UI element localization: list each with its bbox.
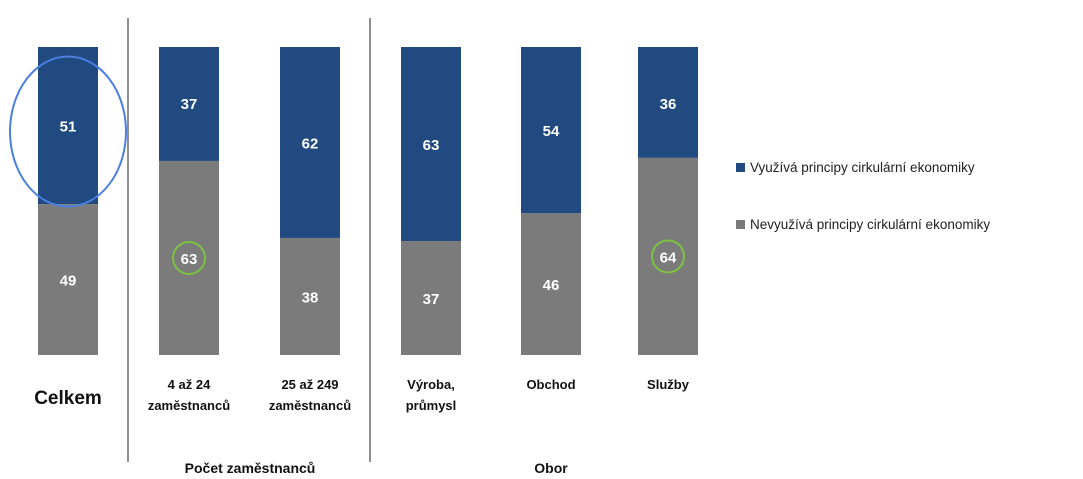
value-label-uses: 36 <box>660 96 677 113</box>
highlight-circle <box>651 239 685 274</box>
bar-segment-not-uses <box>401 241 461 355</box>
value-label-not-uses: 37 <box>423 291 440 308</box>
category-labels: Celkem 4 až 24 zaměstnanců 25 až 249 zaměstn… <box>34 377 690 413</box>
bar-segment-uses <box>638 47 698 158</box>
bar-segment-not-uses <box>38 204 98 355</box>
bar-segment-uses <box>38 47 98 205</box>
category-label: 25 až 249 zaměstnanců <box>269 377 351 413</box>
legend-entry-label: Využívá principy cirkulární ekonomiky <box>750 160 975 175</box>
group-label: Obor <box>534 460 568 476</box>
bar-segment-uses <box>401 47 461 242</box>
category-label: Výroba, průmysl <box>406 377 457 413</box>
value-label-not-uses: 38 <box>302 289 319 306</box>
legend-swatch <box>736 163 745 172</box>
legend-swatch <box>736 220 745 229</box>
value-label-uses: 54 <box>543 123 560 140</box>
group-label: Počet zaměstnanců <box>185 460 316 476</box>
value-label-not-uses: 63 <box>181 251 198 268</box>
value-label-not-uses: 49 <box>60 273 77 290</box>
category-label: Obchod <box>526 377 575 392</box>
value-label-not-uses: 64 <box>660 249 677 266</box>
bar-segment-not-uses <box>280 237 340 355</box>
highlight-circle <box>172 240 206 275</box>
bar-segment-not-uses <box>159 160 219 355</box>
value-label-uses: 62 <box>302 135 319 152</box>
highlight-ellipse <box>9 55 127 208</box>
value-label-uses: 37 <box>181 96 198 113</box>
legend: Využívá principy cirkulární ekonomiky Nev… <box>736 160 990 232</box>
legend-entry-label: Nevyužívá principy cirkulární ekonomiky <box>750 217 990 232</box>
bar-segment-uses <box>159 47 219 161</box>
bar-segment-not-uses <box>638 157 698 355</box>
value-label-not-uses: 46 <box>543 277 560 294</box>
category-label: Služby <box>647 377 690 392</box>
bar-segment-not-uses <box>521 213 581 355</box>
category-label: Celkem <box>34 388 102 409</box>
value-label-uses: 51 <box>60 119 77 136</box>
bars-layer: 51 49 37 63 62 38 63 37 54 46 36 64 <box>9 47 698 355</box>
category-label: 4 až 24 zaměstnanců <box>148 377 230 413</box>
group-dividers <box>127 18 371 462</box>
value-label-uses: 63 <box>423 137 440 154</box>
bar-segment-uses <box>521 47 581 214</box>
group-labels: Počet zaměstnanců Obor <box>185 460 569 476</box>
bar-segment-uses <box>280 47 340 238</box>
